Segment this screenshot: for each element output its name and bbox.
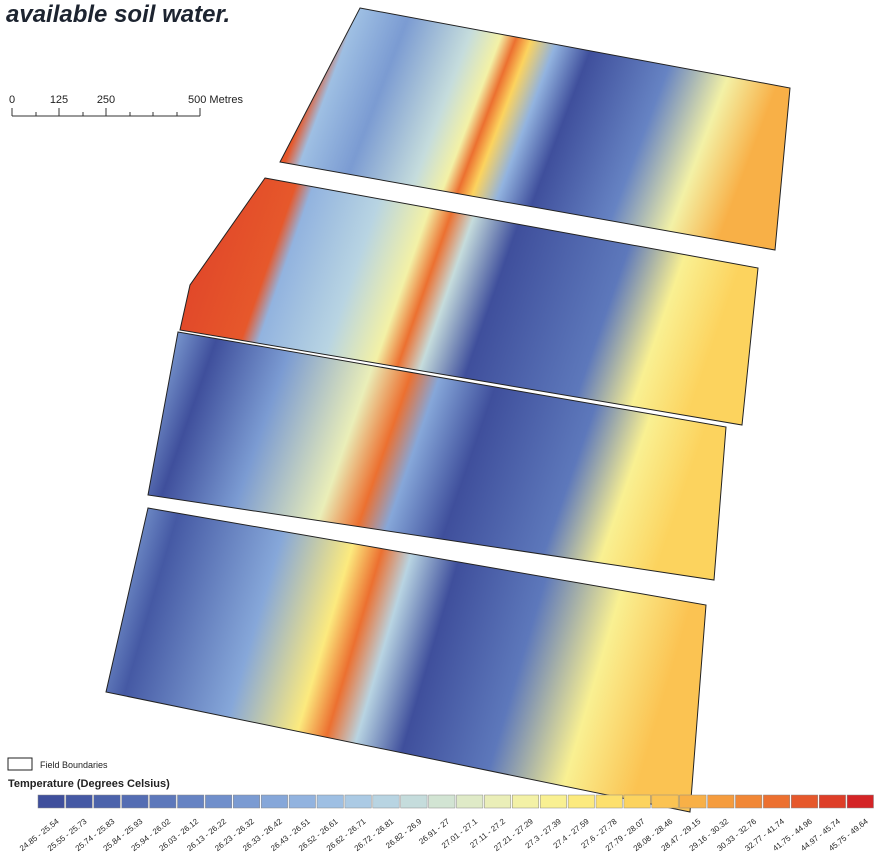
scale-label: 250 (97, 94, 115, 106)
scale-label: 500 Metres (188, 94, 244, 106)
legend-swatch (150, 795, 176, 808)
legend-swatch (122, 795, 148, 808)
legend-swatch (178, 795, 204, 808)
legend-swatch (763, 795, 789, 808)
scale-label: 125 (50, 94, 68, 106)
legend-swatch (289, 795, 315, 808)
fields (106, 8, 790, 812)
legend-swatch (568, 795, 594, 808)
legend-swatch (624, 795, 650, 808)
legend-swatch (94, 795, 120, 808)
legend-swatch (819, 795, 845, 808)
legend-swatch (791, 795, 817, 808)
legend-swatch (457, 795, 483, 808)
map-figure: available soil water. 0 125 250 500 Metr… (0, 0, 875, 864)
scale-labels: 0 125 250 500 Metres (9, 94, 244, 106)
boundary-swatch (8, 758, 32, 770)
legend-swatch (847, 795, 873, 808)
legend-swatch (205, 795, 231, 808)
legend-swatch (596, 795, 622, 808)
legend-swatch (736, 795, 762, 808)
legend-swatch (317, 795, 343, 808)
legend-swatch (401, 795, 427, 808)
legend-swatch (512, 795, 538, 808)
title: available soil water. (6, 1, 230, 28)
legend-swatch (261, 795, 287, 808)
legend-swatch (652, 795, 678, 808)
legend-title: Temperature (Degrees Celsius) (8, 778, 170, 790)
boundary-label: Field Boundaries (40, 760, 108, 770)
legend-swatch (708, 795, 734, 808)
legend-swatch (484, 795, 510, 808)
legend-swatch (540, 795, 566, 808)
legend-swatch (66, 795, 92, 808)
legend-swatch (680, 795, 706, 808)
legend-swatch (233, 795, 259, 808)
scale-bar (12, 108, 200, 116)
legend-swatch (38, 795, 64, 808)
legend-swatch (429, 795, 455, 808)
legend-swatch (345, 795, 371, 808)
scale-label: 0 (9, 94, 15, 106)
legend-swatch (373, 795, 399, 808)
